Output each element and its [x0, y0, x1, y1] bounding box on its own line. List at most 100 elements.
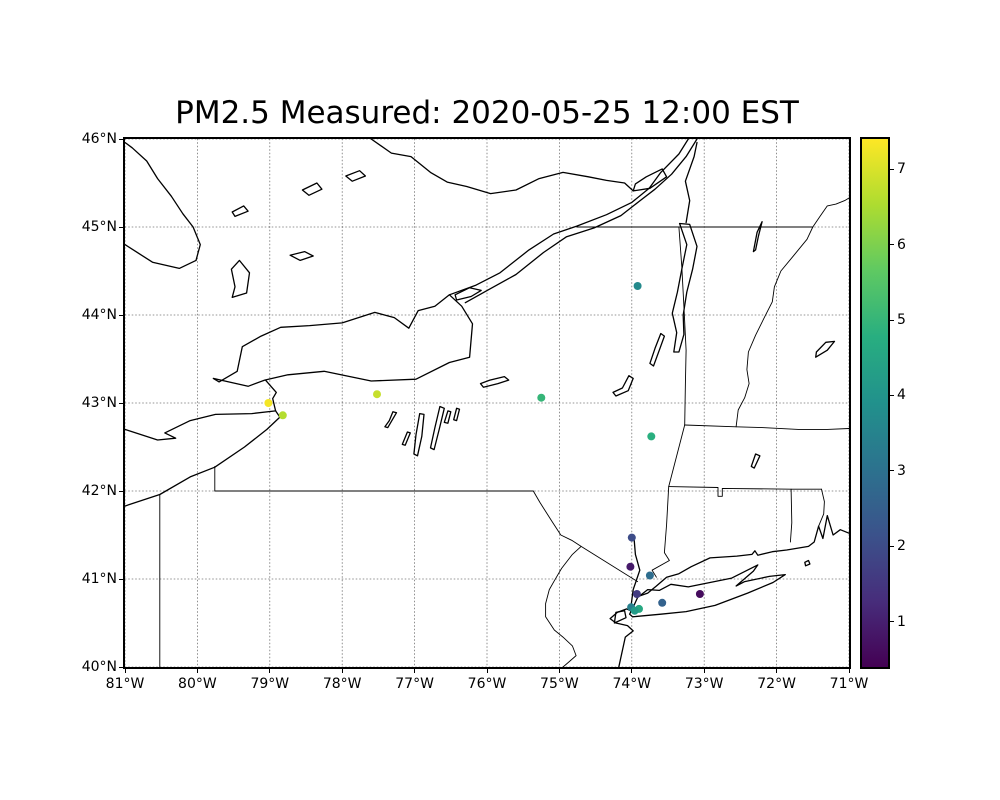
colorbar-tick-label: 3 [897, 462, 906, 479]
state-border-path [678, 226, 687, 426]
coastline-path [384, 411, 398, 429]
x-tick-mark [341, 669, 343, 673]
coastline-path [750, 453, 761, 469]
coastline-path [125, 141, 201, 262]
scatter-point [627, 533, 636, 542]
scatter-point [632, 590, 641, 598]
coastline-path [345, 170, 367, 182]
y-tick-label: 44°N [81, 307, 117, 323]
coastline-path [815, 340, 836, 358]
coastline-path [301, 182, 323, 196]
coastline-path [464, 139, 698, 304]
colorbar-tick-label: 4 [897, 387, 906, 404]
colorbar-tick-label: 1 [897, 613, 906, 630]
scatter-point [647, 432, 656, 441]
x-tick-mark [776, 669, 778, 673]
y-tick-mark [119, 138, 123, 140]
map-svg [125, 139, 849, 667]
coastline-path [125, 410, 281, 507]
state-border-path [580, 545, 639, 583]
y-tick-label: 43°N [81, 395, 117, 411]
colorbar-tick-label: 2 [897, 538, 906, 555]
coastline-path [413, 412, 425, 457]
y-tick-mark [119, 666, 123, 668]
coastline-path [454, 287, 482, 301]
x-tick-mark [269, 669, 271, 673]
x-tick-label: 73°W [684, 676, 724, 692]
colorbar-tick-mark [890, 621, 894, 623]
chart-title: PM2.5 Measured: 2020-05-25 12:00 EST [175, 95, 799, 131]
colorbar-tick-mark [890, 168, 894, 170]
x-tick-mark [848, 669, 850, 673]
state-border-path [789, 488, 793, 543]
x-tick-label: 79°W [250, 676, 290, 692]
coastline-path [628, 564, 786, 618]
y-tick-mark [119, 402, 123, 404]
coastline-path [212, 294, 474, 387]
x-tick-label: 71°W [829, 676, 869, 692]
y-tick-label: 46°N [81, 131, 117, 147]
y-tick-mark [119, 578, 123, 580]
colorbar-tick-label: 6 [897, 236, 906, 253]
coastline-path [479, 375, 510, 388]
colorbar-tick-label: 5 [897, 312, 906, 329]
state-border-path [668, 486, 822, 497]
scatter-point [633, 282, 642, 290]
state-border-path [735, 226, 814, 428]
colorbar-tick-label: 7 [897, 161, 906, 178]
x-tick-label: 77°W [395, 676, 434, 692]
y-tick-label: 42°N [81, 483, 117, 499]
x-tick-label: 81°W [105, 676, 145, 692]
coastline-path [804, 559, 811, 567]
coastline-path [613, 610, 627, 624]
scatter-point [695, 590, 704, 598]
y-tick-mark [119, 226, 123, 228]
scatter-point [626, 562, 635, 571]
coastline-path [636, 514, 849, 598]
x-tick-label: 72°W [757, 676, 796, 692]
x-tick-mark [414, 669, 416, 673]
state-border-path [818, 488, 825, 527]
colorbar-tick-mark [890, 394, 894, 396]
state-border-path [812, 197, 849, 228]
y-tick-label: 41°N [81, 571, 117, 587]
state-border-path [684, 424, 849, 430]
map-plot-area [123, 137, 851, 669]
x-tick-mark [703, 669, 705, 673]
coastline-path [264, 379, 277, 412]
scatter-point [278, 411, 287, 420]
coastline-path [609, 608, 634, 667]
colorbar-tick-mark [890, 545, 894, 547]
x-tick-label: 75°W [540, 676, 579, 692]
coastline-path [632, 168, 668, 192]
coastline-path [453, 407, 461, 422]
coastline-path [649, 332, 666, 367]
coastline-path [752, 221, 763, 253]
scatter-point [630, 606, 639, 615]
x-tick-label: 78°W [322, 676, 362, 692]
scatter-point [658, 598, 667, 607]
coastline-path [370, 139, 634, 195]
scatter-point [373, 390, 381, 399]
coastline-path [443, 410, 452, 424]
state-border-path [532, 490, 582, 667]
coastline-path [671, 222, 698, 353]
scatter-point [645, 571, 654, 580]
y-tick-mark [119, 314, 123, 316]
coastline-path [612, 375, 634, 397]
coastline-path [429, 405, 445, 451]
scatter-point [264, 399, 273, 407]
colorbar [860, 137, 890, 669]
colorbar-gradient [862, 139, 888, 667]
x-tick-mark [196, 669, 198, 673]
coastline-path [125, 243, 197, 270]
coastline-path [289, 250, 314, 262]
coastline-path [230, 259, 251, 299]
x-tick-label: 76°W [467, 676, 507, 692]
x-tick-mark [124, 669, 126, 673]
coastline-path [629, 536, 641, 612]
x-tick-mark [486, 669, 488, 673]
colorbar-tick-mark [890, 319, 894, 321]
x-tick-label: 74°W [612, 676, 652, 692]
